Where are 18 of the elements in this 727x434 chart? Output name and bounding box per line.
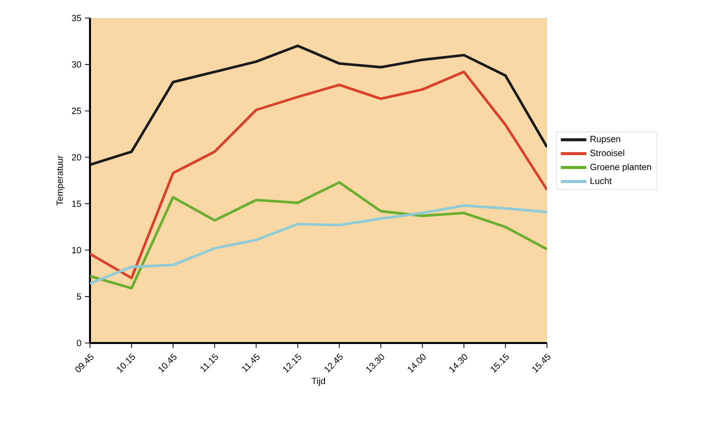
y-tick-label: 10: [72, 246, 82, 254]
legend-label: Rupsen: [590, 136, 620, 144]
y-tick-label: 5: [76, 293, 82, 300]
legend-label: Groene planten: [590, 164, 652, 172]
y-tick-label: 0: [76, 340, 82, 346]
line-series: [90, 70, 548, 280]
legend-label: Strooisel: [590, 150, 624, 156]
legend-label: Lucht: [590, 178, 612, 184]
y-tick-label: 15: [72, 200, 82, 207]
line-series: [90, 44, 548, 166]
y-tick-label: 20: [72, 154, 82, 160]
y-tick-label: 35: [72, 14, 82, 22]
line-series: [90, 181, 548, 290]
y-tick-label: 25: [72, 108, 82, 114]
y-axis-title: Temperatuur: [56, 155, 65, 206]
line-series: [90, 204, 548, 285]
x-axis-title: Tijd: [312, 378, 325, 386]
y-tick-label: 30: [72, 61, 82, 68]
